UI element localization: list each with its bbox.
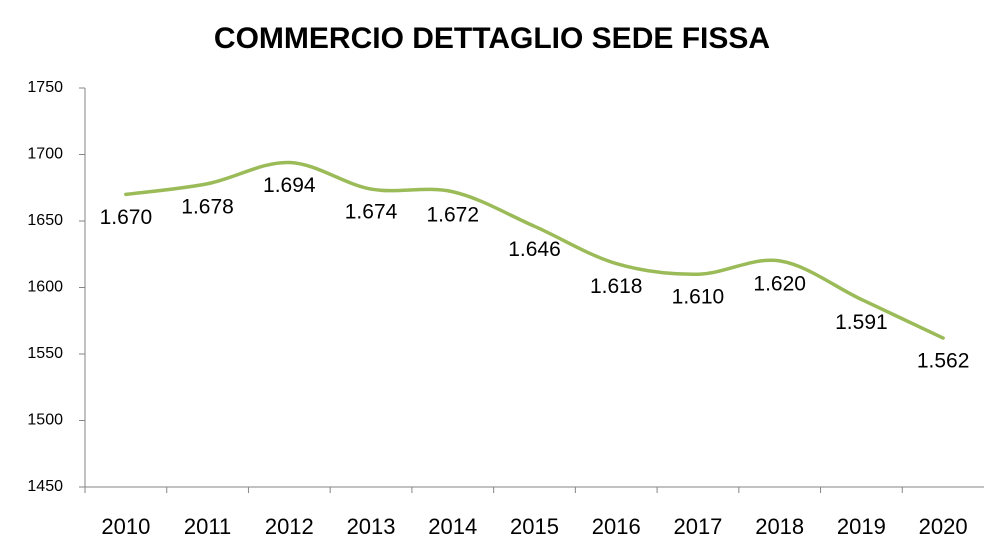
data-label: 1.618 <box>590 275 643 298</box>
x-tick-label: 2014 <box>428 514 477 539</box>
y-tick-label: 1550 <box>27 345 63 362</box>
data-label: 1.672 <box>426 203 479 226</box>
data-label: 1.620 <box>753 272 806 295</box>
x-tick-label: 2015 <box>510 514 559 539</box>
y-tick-label: 1700 <box>27 146 63 163</box>
data-label: 1.610 <box>672 286 725 309</box>
x-tick-label: 2012 <box>265 514 314 539</box>
chart-title: COMMERCIO DETTAGLIO SEDE FISSA <box>214 22 770 55</box>
y-tick-label: 1650 <box>27 212 63 229</box>
x-tick-label: 2016 <box>592 514 641 539</box>
y-tick-label: 1750 <box>27 79 63 96</box>
x-tick-label: 2019 <box>837 514 886 539</box>
data-label: 1.670 <box>100 206 153 229</box>
y-tick-label: 1450 <box>27 478 63 495</box>
data-label: 1.562 <box>917 350 970 373</box>
x-tick-label: 2013 <box>347 514 396 539</box>
y-tick-label: 1500 <box>27 412 63 429</box>
x-tick-label: 2017 <box>673 514 722 539</box>
x-tick-label: 2010 <box>101 514 150 539</box>
data-label: 1.646 <box>508 238 561 261</box>
x-tick-label: 2018 <box>755 514 804 539</box>
data-label: 1.591 <box>835 311 888 334</box>
data-label: 1.678 <box>181 195 234 218</box>
x-tick-label: 2020 <box>919 514 968 539</box>
y-tick-label: 1600 <box>27 279 63 296</box>
data-label: 1.694 <box>263 174 316 197</box>
x-tick-label: 2011 <box>184 514 231 539</box>
line <box>124 160 945 340</box>
data-label: 1.674 <box>345 201 398 224</box>
